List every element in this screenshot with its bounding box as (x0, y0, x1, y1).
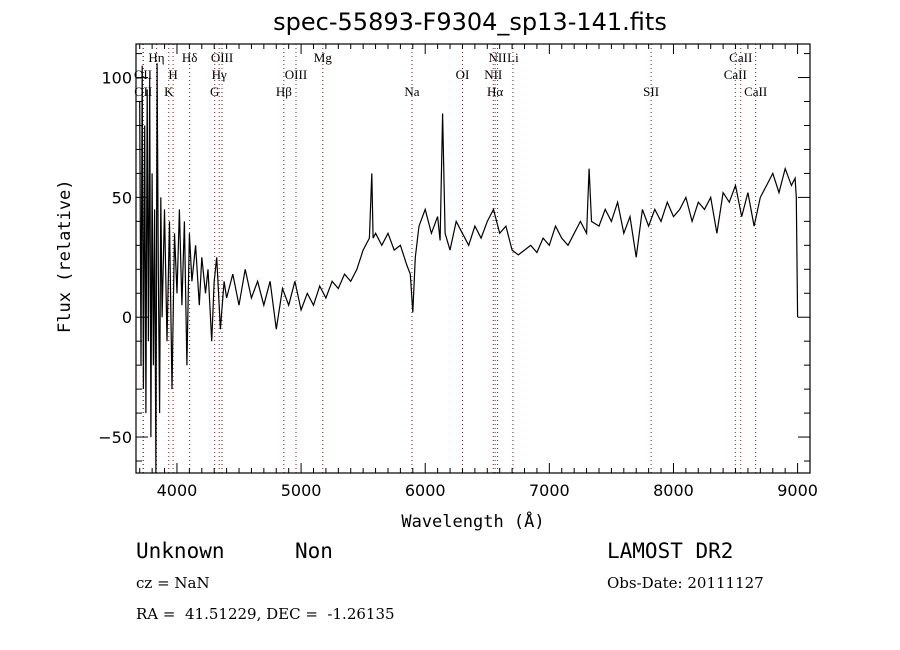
y-tick-label: 100 (101, 69, 132, 88)
line-marker-label: OII (134, 84, 152, 99)
line-marker-label: CaII (724, 67, 747, 82)
line-marker-label: OIII (285, 67, 307, 82)
line-marker-label: OIII (211, 50, 233, 65)
spectrum-line (139, 63, 799, 474)
object-subclass: Non (295, 539, 333, 563)
line-marker-label: Hη (148, 50, 164, 65)
line-marker-label: CaII (744, 84, 767, 99)
x-axis-label: Wavelength (Å) (401, 512, 545, 532)
redshift-cz: cz = NaN (136, 574, 210, 592)
line-marker-label: H (168, 67, 177, 82)
x-tick-label: 9000 (777, 481, 818, 500)
x-tick-label: 8000 (653, 481, 694, 500)
x-tick-label: 4000 (157, 481, 198, 500)
x-tick-label: 5000 (281, 481, 322, 500)
chart-title: spec-55893-F9304_sp13-141.fits (273, 8, 667, 36)
x-tick-label: 6000 (405, 481, 446, 500)
line-marker-label: K (164, 84, 174, 99)
object-class: Unknown (136, 539, 225, 563)
line-marker-label: Mg (314, 50, 333, 65)
line-marker-label: Hα (487, 84, 503, 99)
line-marker-label: Li (507, 50, 519, 65)
y-tick-label: −50 (98, 428, 132, 447)
y-tick-label: 0 (122, 308, 132, 327)
line-marker-label: NII (484, 67, 502, 82)
x-tick-label: 7000 (529, 481, 570, 500)
line-marker-label: CaII (729, 50, 752, 65)
coordinates: RA = 41.51229, DEC = -1.26135 (136, 605, 395, 623)
line-marker-label: OII (134, 67, 152, 82)
line-marker-label: SII (643, 84, 659, 99)
line-marker-label: Hγ (212, 67, 227, 82)
y-tick-label: 50 (112, 188, 132, 207)
line-marker-label: Hδ (182, 50, 198, 65)
line-marker-label: NII (489, 50, 507, 65)
survey-name: LAMOST DR2 (607, 539, 734, 563)
plot-frame (135, 43, 811, 474)
line-marker-label: Na (404, 84, 419, 99)
line-marker-label: G (210, 84, 219, 99)
y-axis-label: Flux (relative) (55, 179, 75, 333)
observation-date: Obs-Date: 20111127 (607, 574, 764, 592)
line-marker-label: OI (456, 67, 470, 82)
line-marker-label: Hβ (276, 84, 292, 99)
